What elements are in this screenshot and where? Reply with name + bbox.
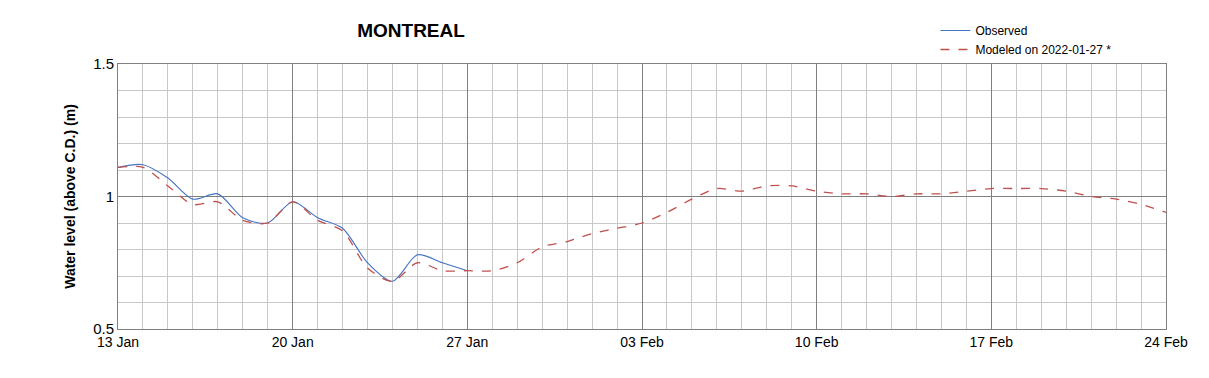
- svg-text:1.5: 1.5: [93, 55, 114, 72]
- svg-text:13 Jan: 13 Jan: [97, 334, 139, 350]
- svg-text:Observed: Observed: [975, 24, 1027, 38]
- svg-text:20 Jan: 20 Jan: [272, 334, 314, 350]
- svg-text:0.5: 0.5: [93, 320, 114, 337]
- svg-text:10 Feb: 10 Feb: [795, 334, 839, 350]
- svg-text:24 Feb: 24 Feb: [1144, 334, 1188, 350]
- svg-text:27 Jan: 27 Jan: [446, 334, 488, 350]
- svg-text:03 Feb: 03 Feb: [620, 334, 664, 350]
- svg-text:Water level (above C.D.) (m): Water level (above C.D.) (m): [62, 104, 78, 289]
- svg-text:1: 1: [106, 188, 114, 205]
- svg-text:17 Feb: 17 Feb: [970, 334, 1014, 350]
- svg-text:MONTREAL: MONTREAL: [357, 20, 465, 41]
- svg-text:Modeled on 2022-01-27 *: Modeled on 2022-01-27 *: [975, 43, 1111, 57]
